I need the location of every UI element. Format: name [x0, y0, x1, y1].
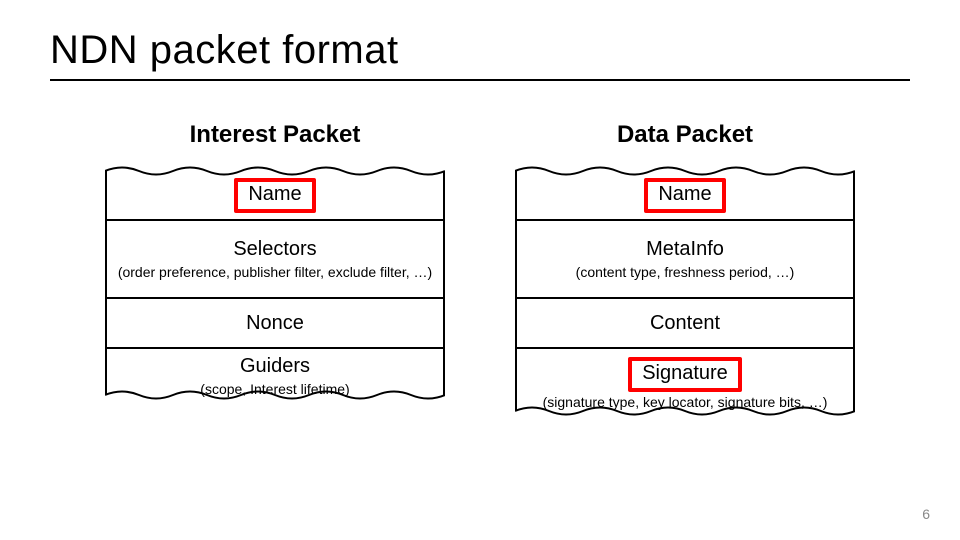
data-row-content: Content [515, 299, 855, 349]
data-packet-heading: Data Packet [617, 121, 753, 149]
interest-row-guiders: Guiders (scope, Interest lifetime) [105, 349, 445, 403]
packets-row: Interest Packet Name Selectors [50, 121, 910, 419]
interest-packet-column: Interest Packet Name Selectors [105, 121, 445, 419]
interest-row-selectors-label: Selectors [233, 237, 316, 262]
interest-row-selectors-sub: (order preference, publisher filter, exc… [118, 264, 432, 282]
data-row-metainfo-label: MetaInfo [646, 237, 724, 262]
data-row-metainfo-sub: (content type, freshness period, …) [576, 264, 795, 282]
data-row-signature: Signature (signature type, key locator, … [515, 349, 855, 419]
data-row-content-label: Content [650, 311, 720, 336]
interest-packet-rows: Name Selectors (order preference, publis… [105, 163, 445, 403]
interest-packet-box: Name Selectors (order preference, publis… [105, 163, 445, 403]
interest-row-guiders-label: Guiders [240, 354, 310, 379]
data-row-name-label: Name [644, 178, 725, 213]
data-row-signature-sub: (signature type, key locator, signature … [543, 394, 828, 412]
data-row-name: Name [515, 171, 855, 221]
interest-row-name-label: Name [234, 178, 315, 213]
interest-packet-heading: Interest Packet [190, 121, 361, 149]
data-packet-rows: Name MetaInfo (content type, freshness p… [515, 163, 855, 419]
interest-row-name: Name [105, 171, 445, 221]
interest-row-guiders-sub: (scope, Interest lifetime) [200, 381, 349, 399]
data-packet-box: Name MetaInfo (content type, freshness p… [515, 163, 855, 419]
slide-title: NDN packet format [50, 28, 910, 81]
data-packet-column: Data Packet Name MetaInfo (content type,… [515, 121, 855, 419]
interest-row-nonce: Nonce [105, 299, 445, 349]
page-number: 6 [922, 506, 930, 522]
data-row-metainfo: MetaInfo (content type, freshness period… [515, 221, 855, 299]
data-row-signature-label: Signature [628, 357, 742, 392]
interest-row-nonce-label: Nonce [246, 311, 304, 336]
slide: NDN packet format Interest Packet Name [0, 0, 960, 540]
interest-row-selectors: Selectors (order preference, publisher f… [105, 221, 445, 299]
